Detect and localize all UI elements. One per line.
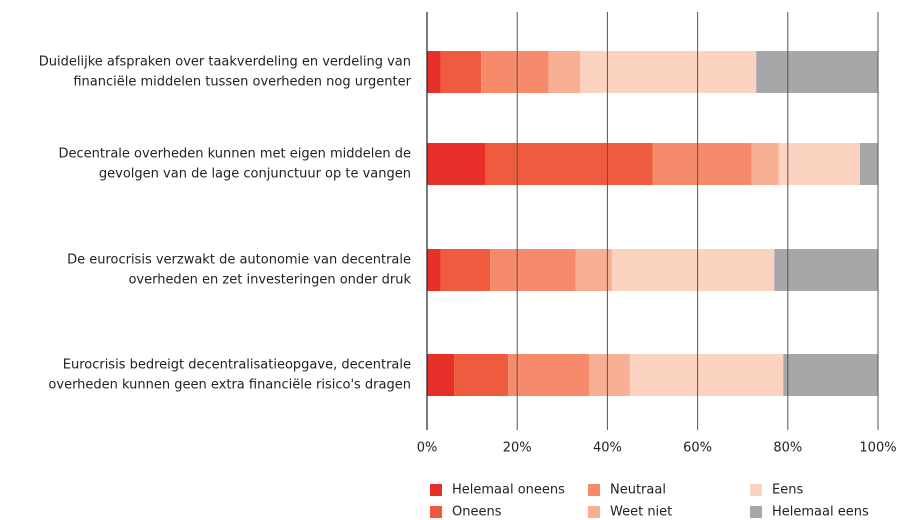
bar-segment — [611, 249, 775, 291]
bar-segment — [548, 51, 581, 93]
bar-segment — [756, 51, 878, 93]
bar-segment — [783, 354, 878, 396]
bar-segment — [427, 51, 441, 93]
bar-segment — [427, 143, 486, 185]
bar-segment — [508, 354, 590, 396]
bar-segment — [427, 354, 455, 396]
x-tick-label: 20% — [503, 441, 532, 456]
x-tick-label: 40% — [593, 441, 622, 456]
x-tick-label: 80% — [773, 441, 802, 456]
bar-segment — [440, 249, 491, 291]
bar-segment — [652, 143, 752, 185]
legend-swatch — [430, 506, 442, 518]
legend-label: Helemaal oneens — [452, 483, 565, 498]
bar-segment — [575, 249, 612, 291]
category-label: overheden en zet investeringen onder dru… — [128, 273, 411, 288]
category-label: Decentrale overheden kunnen met eigen mi… — [58, 147, 411, 162]
legend-label: Neutraal — [610, 483, 666, 498]
legend-swatch — [430, 484, 442, 496]
legend-label: Oneens — [452, 505, 502, 520]
category-label: overheden kunnen geen extra financiële r… — [48, 378, 411, 393]
bar-segment — [490, 249, 576, 291]
legend-label: Helemaal eens — [772, 505, 869, 520]
category-label: gevolgen van de lage conjunctuur op te v… — [99, 167, 411, 182]
legend-swatch — [750, 506, 762, 518]
bar-segment — [859, 143, 878, 185]
category-label: Eurocrisis bedreigt decentralisatieopgav… — [63, 358, 411, 373]
bar-segment — [751, 143, 779, 185]
category-label: financiële middelen tussen overheden nog… — [73, 75, 411, 90]
bar-segment — [774, 249, 878, 291]
bar-segment — [629, 354, 784, 396]
bar-segment — [778, 143, 860, 185]
legend-swatch — [750, 484, 762, 496]
legend-swatch — [588, 506, 600, 518]
bar-segment — [440, 51, 482, 93]
x-tick-label: 100% — [859, 441, 896, 456]
bar-segment — [580, 51, 757, 93]
legend-label: Weet niet — [610, 505, 672, 520]
legend-swatch — [588, 484, 600, 496]
category-label: De eurocrisis verzwakt de autonomie van … — [67, 253, 411, 268]
x-tick-label: 0% — [417, 441, 438, 456]
bar-segment — [589, 354, 630, 396]
x-tick-label: 60% — [683, 441, 712, 456]
bar-segment — [481, 51, 549, 93]
category-label: Duidelijke afspraken over taakverdeling … — [39, 55, 411, 70]
legend-label: Eens — [772, 483, 803, 498]
bar-segment — [485, 143, 653, 185]
bar-segment — [454, 354, 509, 396]
bar-segment — [427, 249, 441, 291]
